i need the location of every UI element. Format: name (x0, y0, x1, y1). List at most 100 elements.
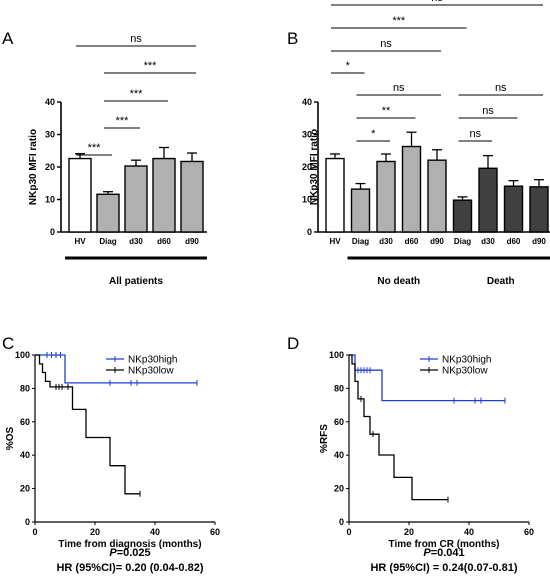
y-tick-label: 20 (45, 162, 55, 172)
significance-label: *** (116, 115, 130, 127)
p-value-text: P=0.041 (423, 547, 464, 559)
x-axis-title: Time from CR (months) (389, 539, 500, 550)
panel-label-a: A (2, 29, 14, 48)
panel-d-survival-chart: 0 20 40 60 80 100 0 20 40 60 Time from CR (months)… (319, 350, 534, 574)
p-symbol: P (109, 547, 117, 559)
significance-label: *** (392, 15, 406, 27)
significance-label: *** (130, 88, 144, 100)
y-tick-label: 100 (15, 350, 30, 360)
p-value: =0.041 (431, 547, 465, 559)
y-tick-label: 0 (339, 517, 344, 527)
p-symbol: P (423, 547, 431, 559)
legend-label: NKp30low (128, 366, 174, 377)
p-value: =0.025 (117, 547, 151, 559)
y-axis-title: %RFS (319, 424, 330, 453)
significance-label: ns (495, 82, 507, 94)
bar (503, 185, 524, 233)
panel-label-b: B (287, 29, 298, 48)
y-tick-label: 0 (50, 227, 55, 237)
x-axis-title: Time from diagnosis (months) (58, 539, 201, 550)
bar (350, 188, 371, 233)
x-tick-label: 20 (90, 527, 100, 537)
significance-label: *** (88, 142, 102, 154)
bar (401, 145, 422, 233)
y-tick-label: 60 (334, 417, 344, 427)
group-label: All patients (109, 276, 163, 287)
category-label: d30 (379, 237, 393, 246)
category-label: d90 (185, 237, 199, 246)
category-label: d90 (532, 237, 546, 246)
survival-curve (349, 354, 448, 501)
group-label: No death (377, 276, 420, 287)
significance-label: ns (393, 82, 405, 94)
category-label: d30 (481, 237, 495, 246)
hazard-ratio-text: HR (95%CI)= 0.20 (0.04-0.82) (56, 562, 203, 574)
y-tick-label: 0 (25, 517, 30, 527)
y-tick-label: 20 (302, 162, 312, 172)
category-label: d90 (430, 237, 444, 246)
y-tick-label: 30 (302, 130, 312, 140)
y-tick-label: 0 (307, 227, 312, 237)
bar (124, 165, 148, 233)
y-tick-label: 40 (45, 97, 55, 107)
x-tick-label: 60 (524, 527, 534, 537)
bar (478, 167, 498, 233)
bar (180, 160, 204, 233)
bar (68, 157, 92, 233)
bar (325, 157, 345, 233)
x-tick-label: 60 (210, 527, 220, 537)
y-tick-label: 40 (334, 450, 344, 460)
category-label: d60 (405, 237, 419, 246)
significance-label: * (371, 128, 376, 140)
legend-label: NKp30high (128, 355, 177, 366)
x-tick-label: 40 (464, 527, 474, 537)
panel-c-survival-chart: 0 20 40 60 80 100 0 20 40 60 Time from diagnosis (… (5, 350, 220, 574)
y-axis-title: %OS (5, 427, 16, 451)
y-tick-label: 60 (20, 417, 30, 427)
panel-a-bar-chart: 0 10 20 30 40 NKp30 MFI ratio HV Diag d30 d60 d90 A… (28, 33, 207, 287)
survival-curve (35, 354, 140, 495)
bar (96, 193, 120, 233)
category-label: d60 (157, 237, 171, 246)
bar (452, 199, 473, 233)
hazard-ratio-text: HR (95%CI) = 0.24(0.07-0.81) (370, 562, 517, 574)
significance-label: ns (482, 105, 494, 117)
y-tick-label: 20 (334, 484, 344, 494)
y-tick-label: 80 (334, 383, 344, 393)
significance-label: *** (144, 60, 158, 72)
x-tick-label: 0 (346, 527, 351, 537)
survival-curve (349, 354, 505, 402)
x-tick-label: 0 (32, 527, 37, 537)
bar (376, 160, 396, 233)
y-tick-label: 10 (302, 195, 312, 205)
bar (427, 159, 447, 233)
x-tick-label: 20 (404, 527, 414, 537)
legend-label: NKp30low (442, 366, 488, 377)
x-tick-label: 40 (150, 527, 160, 537)
significance-label: * (346, 60, 351, 72)
y-tick-label: 100 (329, 350, 344, 360)
category-label: HV (329, 237, 341, 246)
bar (529, 186, 549, 233)
significance-label: ns (380, 38, 392, 50)
significance-label: ns (130, 33, 142, 45)
panel-b-bar-chart: 0 10 20 30 40 NKp30 MFI ratio HV Diag d30 d60 d90 D… (302, 0, 550, 287)
legend-label: NKp30high (442, 355, 491, 366)
significance-label: ** (382, 105, 391, 117)
panel-label-d: D (287, 334, 299, 353)
bar (152, 157, 176, 233)
y-axis-title: NKp30 MFI ratio (28, 129, 39, 205)
group-label: Death (487, 276, 515, 287)
y-tick-label: 30 (45, 130, 55, 140)
significance-label: ns (469, 128, 481, 140)
category-label: d30 (129, 237, 143, 246)
category-label: d60 (507, 237, 521, 246)
category-label: Diag (352, 237, 369, 246)
p-value-text: P=0.025 (109, 547, 150, 559)
panel-label-c: C (2, 334, 14, 353)
y-tick-label: 80 (20, 383, 30, 393)
y-tick-label: 40 (302, 97, 312, 107)
y-tick-label: 40 (20, 450, 30, 460)
category-label: HV (74, 237, 86, 246)
